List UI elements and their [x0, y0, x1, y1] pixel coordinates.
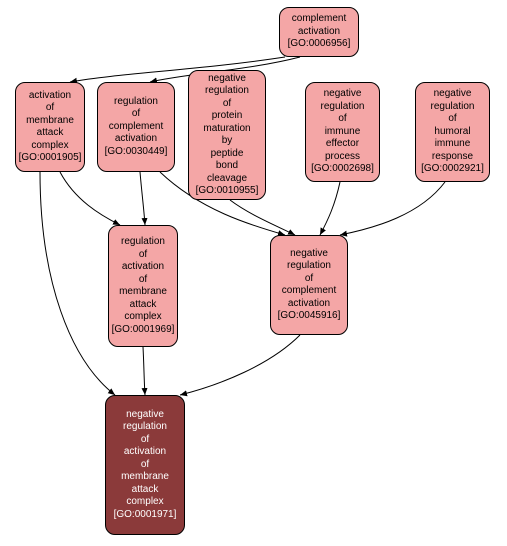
- node-label-word: negative: [126, 409, 164, 422]
- node-go-id: [GO:0045916]: [278, 310, 341, 323]
- node-n9[interactable]: negativeregulationofactivationofmembrane…: [105, 395, 185, 535]
- node-label-word: of: [141, 459, 149, 472]
- node-label-word: negative: [434, 88, 472, 101]
- node-label-word: complement: [282, 285, 336, 298]
- node-go-id: [GO:0002921]: [421, 163, 484, 176]
- node-label-word: peptide: [211, 148, 244, 161]
- node-label-word: regulation: [121, 236, 165, 249]
- node-label-word: attack: [132, 484, 159, 497]
- node-go-id: [GO:0001971]: [114, 509, 177, 522]
- node-label-word: membrane: [121, 471, 169, 484]
- edge-8: [40, 172, 115, 395]
- node-go-id: [GO:0006956]: [288, 38, 351, 51]
- node-label-word: of: [46, 102, 54, 115]
- node-go-id: [GO:0010955]: [196, 185, 259, 198]
- node-label-word: humoral: [434, 126, 470, 139]
- node-label-word: effector: [326, 138, 359, 151]
- node-label-word: of: [223, 98, 231, 111]
- node-label-word: regulation: [123, 421, 167, 434]
- node-n8[interactable]: negativeregulationofcomplementactivation…: [270, 235, 348, 335]
- edge-5: [230, 200, 295, 235]
- node-label-word: activation: [288, 298, 330, 311]
- node-label-word: negative: [324, 88, 362, 101]
- node-label-word: attack: [130, 299, 157, 312]
- node-label-word: of: [305, 273, 313, 286]
- node-n3[interactable]: regulationofcomplementactivation[GO:0030…: [97, 82, 175, 172]
- node-label-word: activation: [122, 261, 164, 274]
- edge-6: [320, 182, 340, 235]
- node-label-word: complex: [124, 311, 161, 324]
- node-label-word: regulation: [114, 96, 158, 109]
- node-n1[interactable]: complementactivation[GO:0006956]: [279, 7, 359, 57]
- node-go-id: [GO:0001969]: [112, 324, 175, 337]
- node-label-word: negative: [208, 73, 246, 86]
- node-n2[interactable]: activationofmembraneattackcomplex[GO:000…: [15, 82, 85, 172]
- node-n4[interactable]: negativeregulationofproteinmaturationbyp…: [188, 70, 266, 200]
- node-n7[interactable]: regulationofactivationofmembraneattackco…: [108, 225, 178, 347]
- node-go-id: [GO:0001905]: [19, 152, 82, 165]
- node-n5[interactable]: negativeregulationofimmuneeffectorproces…: [305, 82, 380, 182]
- node-n6[interactable]: negativeregulationofhumoralimmunerespons…: [415, 82, 490, 182]
- node-label-word: maturation: [203, 123, 250, 136]
- node-label-word: regulation: [431, 101, 475, 114]
- node-label-word: regulation: [321, 101, 365, 114]
- edge-10: [180, 335, 300, 395]
- node-label-word: immune: [435, 138, 471, 151]
- node-label-word: protein: [212, 110, 243, 123]
- node-label-word: activation: [124, 446, 166, 459]
- node-label-word: cleavage: [207, 173, 247, 186]
- node-label-word: of: [141, 434, 149, 447]
- node-go-id: [GO:0030449]: [105, 146, 168, 159]
- node-label-word: of: [132, 108, 140, 121]
- node-label-word: attack: [37, 127, 64, 140]
- node-label-word: negative: [290, 248, 328, 261]
- node-label-word: of: [338, 113, 346, 126]
- node-label-word: activation: [115, 133, 157, 146]
- node-label-word: of: [448, 113, 456, 126]
- edge-7: [340, 182, 445, 235]
- diagram-canvas: complementactivation[GO:0006956]activati…: [0, 0, 507, 546]
- node-label-word: complement: [292, 13, 346, 26]
- node-label-word: complement: [109, 121, 163, 134]
- node-label-word: complex: [126, 496, 163, 509]
- edge-2: [60, 172, 120, 225]
- node-label-word: immune: [325, 126, 361, 139]
- node-label-word: by: [222, 135, 233, 148]
- node-label-word: response: [432, 151, 473, 164]
- node-label-word: membrane: [119, 286, 167, 299]
- node-label-word: of: [139, 249, 147, 262]
- node-go-id: [GO:0002698]: [311, 163, 374, 176]
- node-label-word: complex: [31, 140, 68, 153]
- node-label-word: activation: [298, 26, 340, 39]
- node-label-word: activation: [29, 90, 71, 103]
- node-label-word: regulation: [205, 85, 249, 98]
- edge-3: [140, 172, 145, 225]
- node-label-word: of: [139, 274, 147, 287]
- node-label-word: membrane: [26, 115, 74, 128]
- node-label-word: regulation: [287, 260, 331, 273]
- edge-9: [143, 347, 145, 395]
- node-label-word: process: [325, 151, 360, 164]
- node-label-word: bond: [216, 160, 238, 173]
